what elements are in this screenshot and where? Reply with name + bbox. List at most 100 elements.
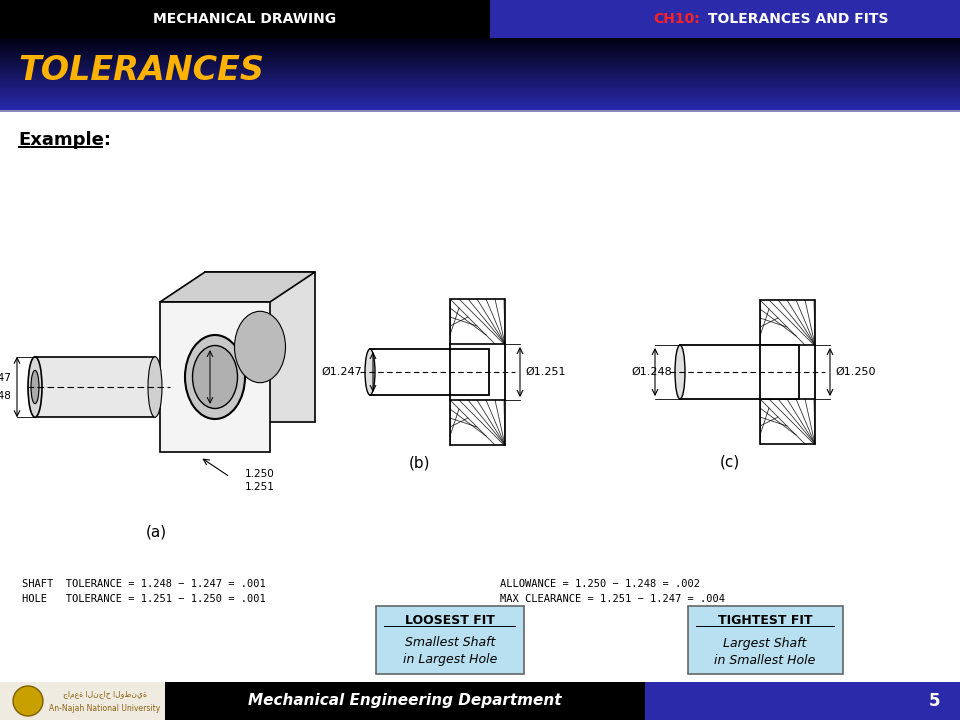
Text: TIGHTEST FIT: TIGHTEST FIT <box>718 613 812 626</box>
Bar <box>0 51 960 54</box>
Bar <box>0 112 960 682</box>
Ellipse shape <box>28 356 42 418</box>
Bar <box>0 82 960 85</box>
Text: Ø1.247: Ø1.247 <box>322 367 362 377</box>
Bar <box>0 66 960 68</box>
Bar <box>0 48 960 50</box>
Bar <box>0 46 960 49</box>
Bar <box>680 345 799 399</box>
Bar <box>0 84 960 86</box>
Text: SHAFT  TOLERANCE = 1.248 − 1.247 = .001: SHAFT TOLERANCE = 1.248 − 1.247 = .001 <box>22 579 266 589</box>
Bar <box>0 73 960 76</box>
Text: جامعة النجاح الوطنية: جامعة النجاح الوطنية <box>63 690 147 698</box>
Text: (a): (a) <box>146 524 167 539</box>
Bar <box>760 300 815 345</box>
Polygon shape <box>205 272 315 422</box>
Bar <box>490 0 960 38</box>
Text: Ø1.250: Ø1.250 <box>835 367 876 377</box>
Bar <box>0 96 960 99</box>
Text: Ø1.251: Ø1.251 <box>525 367 565 377</box>
Bar <box>0 53 960 56</box>
Bar <box>0 107 960 110</box>
Circle shape <box>13 686 43 716</box>
Bar <box>0 40 960 43</box>
Bar <box>376 606 524 674</box>
Text: HOLE   TOLERANCE = 1.251 − 1.250 = .001: HOLE TOLERANCE = 1.251 − 1.250 = .001 <box>22 594 266 604</box>
Bar <box>0 110 960 112</box>
Bar <box>370 349 489 395</box>
Bar <box>0 60 960 63</box>
Text: MAX CLEARANCE = 1.251 − 1.247 = .004: MAX CLEARANCE = 1.251 − 1.247 = .004 <box>500 594 725 604</box>
Ellipse shape <box>365 349 375 395</box>
Bar <box>35 356 155 418</box>
Text: TOLERANCES AND FITS: TOLERANCES AND FITS <box>703 12 889 26</box>
Text: (c): (c) <box>720 454 740 469</box>
Text: MECHANICAL DRAWING: MECHANICAL DRAWING <box>154 12 337 26</box>
Bar <box>0 75 960 78</box>
Bar <box>0 0 490 38</box>
Bar <box>0 42 960 45</box>
Text: in Largest Hole: in Largest Hole <box>403 654 497 667</box>
Text: CH10:: CH10: <box>653 12 700 26</box>
Polygon shape <box>160 302 270 452</box>
Text: LOOSEST FIT: LOOSEST FIT <box>405 613 495 626</box>
Ellipse shape <box>185 335 245 419</box>
Bar <box>0 44 960 47</box>
Ellipse shape <box>148 356 162 418</box>
Text: 5: 5 <box>929 692 941 710</box>
Bar <box>0 39 960 42</box>
Text: 1.250: 1.250 <box>245 469 275 479</box>
Text: Largest Shaft: Largest Shaft <box>723 636 806 649</box>
Bar <box>18 146 103 148</box>
Ellipse shape <box>234 311 285 383</box>
Bar <box>0 69 960 72</box>
Bar <box>0 55 960 58</box>
Ellipse shape <box>193 346 237 408</box>
Bar <box>165 682 645 720</box>
Bar <box>0 94 960 97</box>
Bar <box>0 62 960 65</box>
Bar <box>0 80 960 83</box>
Bar <box>0 58 960 61</box>
Bar <box>0 64 960 67</box>
Bar <box>0 37 960 40</box>
Bar <box>0 86 960 89</box>
Bar <box>0 105 960 108</box>
Bar <box>760 399 815 444</box>
Bar <box>0 682 165 720</box>
Bar <box>0 57 960 60</box>
Bar <box>0 76 960 79</box>
Bar <box>0 87 960 90</box>
Text: An-Najah National University: An-Najah National University <box>49 704 160 713</box>
Bar <box>695 626 834 627</box>
Bar <box>384 626 516 627</box>
Bar <box>0 91 960 94</box>
Text: in Smallest Hole: in Smallest Hole <box>714 654 816 667</box>
Text: Mechanical Engineering Department: Mechanical Engineering Department <box>249 693 562 708</box>
Bar <box>0 104 960 107</box>
Bar <box>0 89 960 92</box>
Bar <box>0 71 960 74</box>
Text: 1.248: 1.248 <box>0 391 12 401</box>
Bar <box>0 100 960 103</box>
Bar <box>0 50 960 53</box>
Ellipse shape <box>675 345 685 399</box>
Text: TOLERANCES: TOLERANCES <box>18 54 264 87</box>
Text: ALLOWANCE = 1.250 − 1.248 = .002: ALLOWANCE = 1.250 − 1.248 = .002 <box>500 579 700 589</box>
Text: Ø1.248: Ø1.248 <box>632 367 672 377</box>
Text: 1.247: 1.247 <box>0 373 12 383</box>
Text: (b): (b) <box>409 456 431 470</box>
Bar <box>0 93 960 96</box>
Bar <box>687 606 843 674</box>
Ellipse shape <box>31 370 39 404</box>
Text: 1.251: 1.251 <box>245 482 275 492</box>
Bar <box>450 299 505 344</box>
Bar <box>0 102 960 104</box>
Polygon shape <box>160 272 315 302</box>
Text: Example:: Example: <box>18 131 111 149</box>
Text: Smallest Shaft: Smallest Shaft <box>405 636 495 649</box>
Bar <box>0 68 960 71</box>
Bar <box>645 682 960 720</box>
Bar <box>0 78 960 81</box>
Bar <box>0 98 960 101</box>
